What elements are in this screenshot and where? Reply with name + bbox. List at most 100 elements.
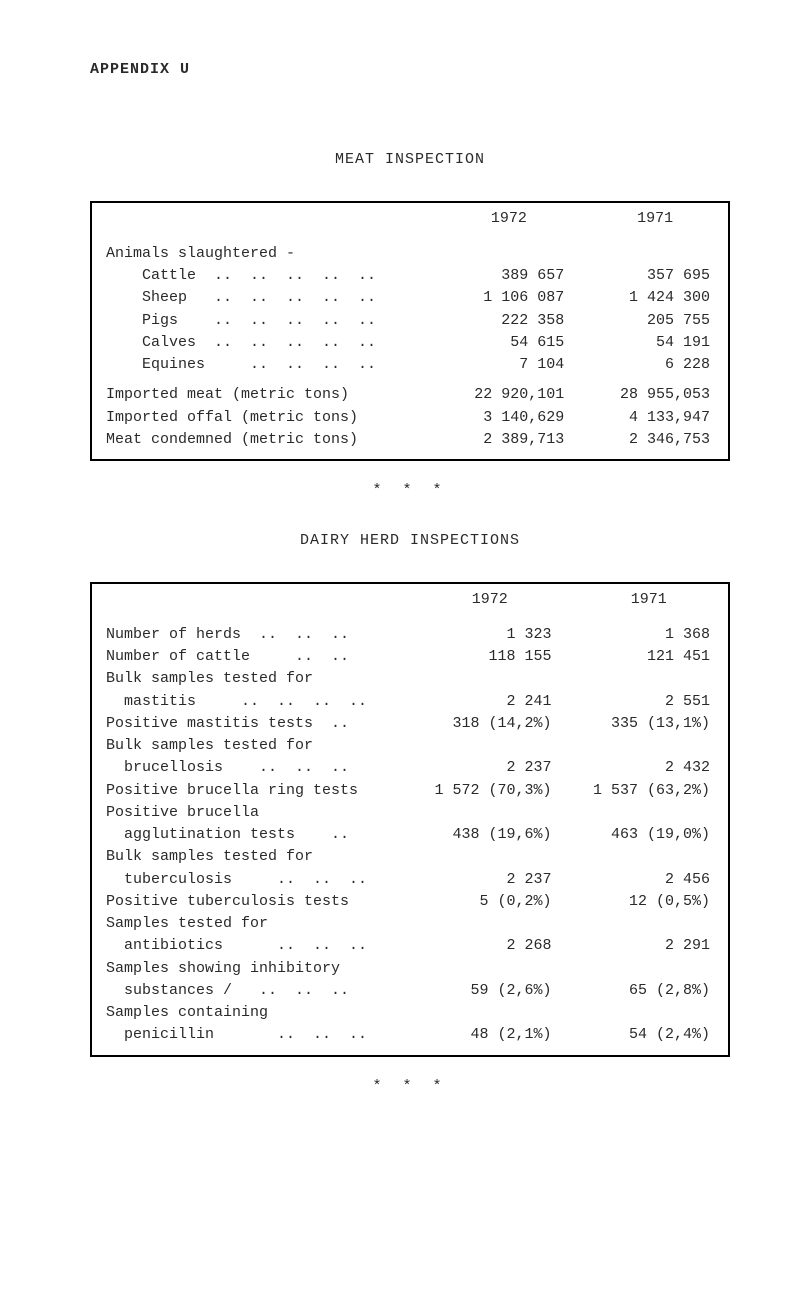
row-label: Samples showing inhibitory (91, 958, 410, 980)
row-1971: 357 695 (582, 265, 729, 287)
row-1971: 2 551 (570, 691, 730, 713)
table-row: agglutination tests ..438 (19,6%)463 (19… (91, 824, 729, 846)
row-1972 (410, 958, 570, 980)
row-1972 (410, 668, 570, 690)
row-label: Samples containing (91, 1002, 410, 1024)
meat-inspection-table: 1972 1971 Animals slaughtered - Cattle .… (90, 201, 730, 462)
col-1971: 1971 (582, 202, 729, 235)
table-row: Bulk samples tested for (91, 846, 729, 868)
row-1972: 1 106 087 (436, 287, 583, 309)
row-1972 (410, 802, 570, 824)
row-label: Sheep .. .. .. .. .. (91, 287, 436, 309)
row-1972: 2 237 (410, 869, 570, 891)
row-label: Calves .. .. .. .. .. (91, 332, 436, 354)
table-row: Positive brucella (91, 802, 729, 824)
section2-title: DAIRY HERD INSPECTIONS (90, 531, 730, 551)
table-row: substances / .. .. ..59 (2,6%)65 (2,8%) (91, 980, 729, 1002)
row-1972 (410, 735, 570, 757)
row-1971: 205 755 (582, 310, 729, 332)
row-1971 (570, 802, 730, 824)
row-1971: 12 (0,5%) (570, 891, 730, 913)
row-1972: 22 920,101 (436, 384, 583, 406)
row-1971 (570, 846, 730, 868)
table-row: Number of herds .. .. ..1 3231 368 (91, 624, 729, 646)
section1-title: MEAT INSPECTION (90, 150, 730, 170)
table-row: Animals slaughtered - (91, 243, 729, 265)
row-1971: 2 432 (570, 757, 730, 779)
table-row: Pigs .. .. .. .. .. 222 358 205 755 (91, 310, 729, 332)
row-label: Number of cattle .. .. (91, 646, 410, 668)
row-1972: 389 657 (436, 265, 583, 287)
row-label: Positive brucella (91, 802, 410, 824)
row-1972: 1 323 (410, 624, 570, 646)
row-1972: 48 (2,1%) (410, 1024, 570, 1046)
row-label: Bulk samples tested for (91, 846, 410, 868)
table-row: Equines .. .. .. .. 7 104 6 228 (91, 354, 729, 376)
col-1972: 1972 (410, 583, 570, 616)
row-1972: 7 104 (436, 354, 583, 376)
row-label: Positive mastitis tests .. (91, 713, 410, 735)
row-label: Animals slaughtered - (91, 243, 436, 265)
table-corner (91, 583, 410, 616)
table-row: Positive tuberculosis tests5 (0,2%)12 (0… (91, 891, 729, 913)
separator-stars: * * * (90, 481, 730, 501)
row-1972: 438 (19,6%) (410, 824, 570, 846)
row-label: Bulk samples tested for (91, 735, 410, 757)
table-row: antibiotics .. .. ..2 2682 291 (91, 935, 729, 957)
table-row: Positive brucella ring tests1 572 (70,3%… (91, 780, 729, 802)
row-1972: 222 358 (436, 310, 583, 332)
table-row: mastitis .. .. .. ..2 2412 551 (91, 691, 729, 713)
row-1971 (570, 668, 730, 690)
col-1972: 1972 (436, 202, 583, 235)
appendix-label: APPENDIX U (90, 60, 730, 80)
row-1971 (570, 1002, 730, 1024)
table-row: tuberculosis .. .. ..2 2372 456 (91, 869, 729, 891)
row-label: penicillin .. .. .. (91, 1024, 410, 1046)
row-1971: 4 133,947 (582, 407, 729, 429)
row-1971: 2 291 (570, 935, 730, 957)
row-label: Number of herds .. .. .. (91, 624, 410, 646)
row-1971: 2 346,753 (582, 429, 729, 451)
row-1971: 54 (2,4%) (570, 1024, 730, 1046)
table-corner (91, 202, 436, 235)
row-1972 (410, 846, 570, 868)
row-1972: 54 615 (436, 332, 583, 354)
row-label: tuberculosis .. .. .. (91, 869, 410, 891)
row-label: Imported meat (metric tons) (91, 384, 436, 406)
row-1972: 2 268 (410, 935, 570, 957)
row-1971: 121 451 (570, 646, 730, 668)
table-row: Imported offal (metric tons) 3 140,629 4… (91, 407, 729, 429)
row-label: Pigs .. .. .. .. .. (91, 310, 436, 332)
row-1971: 1 537 (63,2%) (570, 780, 730, 802)
table-row: Samples showing inhibitory (91, 958, 729, 980)
row-1971: 6 228 (582, 354, 729, 376)
row-1971: 54 191 (582, 332, 729, 354)
row-label: brucellosis .. .. .. (91, 757, 410, 779)
row-label: Meat condemned (metric tons) (91, 429, 436, 451)
row-label: Positive brucella ring tests (91, 780, 410, 802)
row-1972 (436, 243, 583, 265)
page: APPENDIX U MEAT INSPECTION 1972 1971 Ani… (0, 0, 800, 1167)
row-1971: 65 (2,8%) (570, 980, 730, 1002)
row-1971 (570, 958, 730, 980)
row-1971: 28 955,053 (582, 384, 729, 406)
separator-stars-bottom: * * * (90, 1077, 730, 1097)
table-row: Number of cattle .. ..118 155121 451 (91, 646, 729, 668)
row-1972: 118 155 (410, 646, 570, 668)
table-row: Calves .. .. .. .. .. 54 615 54 191 (91, 332, 729, 354)
row-1972 (410, 1002, 570, 1024)
row-1971 (570, 913, 730, 935)
row-1971: 2 456 (570, 869, 730, 891)
row-1971: 463 (19,0%) (570, 824, 730, 846)
row-label: Equines .. .. .. .. (91, 354, 436, 376)
row-1972: 2 237 (410, 757, 570, 779)
table-row: Meat condemned (metric tons) 2 389,713 2… (91, 429, 729, 451)
row-1971: 1 424 300 (582, 287, 729, 309)
row-1971 (570, 735, 730, 757)
table-row: Imported meat (metric tons) 22 920,101 2… (91, 384, 729, 406)
row-label: antibiotics .. .. .. (91, 935, 410, 957)
row-label: Samples tested for (91, 913, 410, 935)
table-row: Samples containing (91, 1002, 729, 1024)
row-label: Imported offal (metric tons) (91, 407, 436, 429)
row-label: Bulk samples tested for (91, 668, 410, 690)
